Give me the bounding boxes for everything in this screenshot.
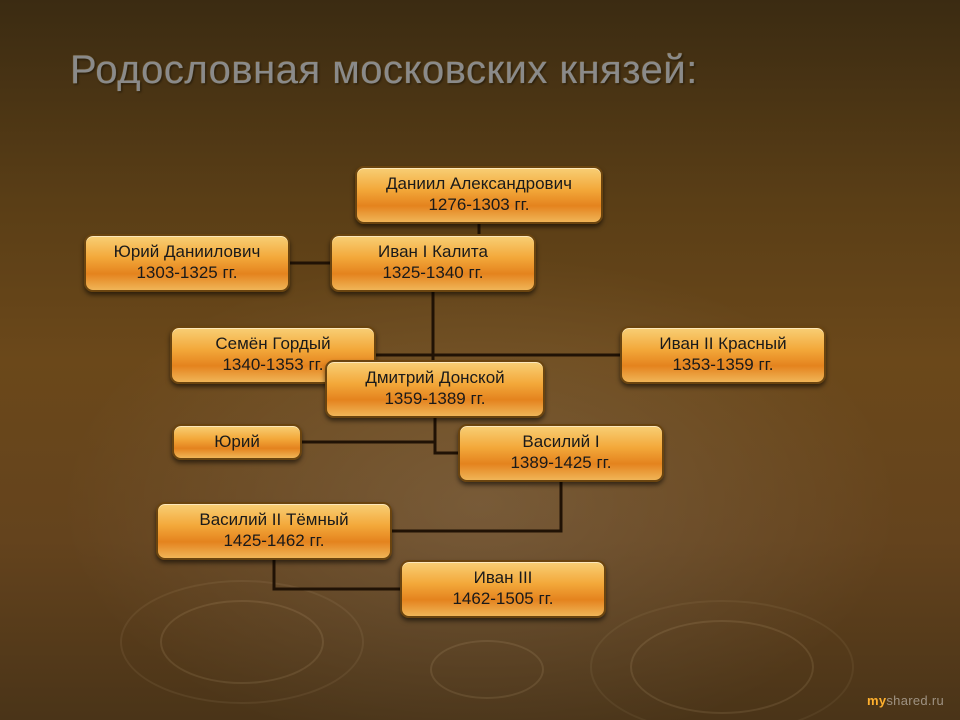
node-name: Василий I — [470, 431, 652, 452]
watermark-text: shared.ru — [886, 693, 944, 708]
tree-node-vasily2: Василий II Тёмный1425-1462 гг. — [156, 502, 392, 560]
tree-node-ivan3: Иван III1462-1505 гг. — [400, 560, 606, 618]
node-years: 1389-1425 гг. — [470, 452, 652, 473]
tree-node-yuri_d: Юрий Даниилович1303-1325 гг. — [84, 234, 290, 292]
node-name: Иван I Калита — [342, 241, 524, 262]
node-years: 1276-1303 гг. — [367, 194, 591, 215]
node-name: Василий II Тёмный — [168, 509, 380, 530]
node-name: Иван III — [412, 567, 594, 588]
tree-node-vasily1: Василий I1389-1425 гг. — [458, 424, 664, 482]
node-name: Иван II Красный — [632, 333, 814, 354]
node-name: Юрий Даниилович — [96, 241, 278, 262]
node-years: 1462-1505 гг. — [412, 588, 594, 609]
tree-node-yuri: Юрий — [172, 424, 302, 460]
tree-node-daniil: Даниил Александрович1276-1303 гг. — [355, 166, 603, 224]
slide-background: Родословная московских князей: Даниил Ал… — [0, 0, 960, 720]
tree-node-dmitry: Дмитрий Донской1359-1389 гг. — [325, 360, 545, 418]
node-name: Даниил Александрович — [367, 173, 591, 194]
node-years: 1325-1340 гг. — [342, 262, 524, 283]
node-years: 1353-1359 гг. — [632, 354, 814, 375]
node-name: Юрий — [184, 431, 290, 452]
node-years: 1359-1389 гг. — [337, 388, 533, 409]
node-name: Дмитрий Донской — [337, 367, 533, 388]
tree-node-ivan2: Иван II Красный1353-1359 гг. — [620, 326, 826, 384]
watermark-accent: my — [867, 693, 886, 708]
genealogy-tree: Даниил Александрович1276-1303 гг. Юрий Да… — [0, 0, 960, 720]
node-name: Семён Гордый — [182, 333, 364, 354]
tree-node-ivan1: Иван I Калита1325-1340 гг. — [330, 234, 536, 292]
node-years: 1425-1462 гг. — [168, 530, 380, 551]
watermark: myshared.ru — [867, 693, 944, 708]
node-years: 1303-1325 гг. — [96, 262, 278, 283]
